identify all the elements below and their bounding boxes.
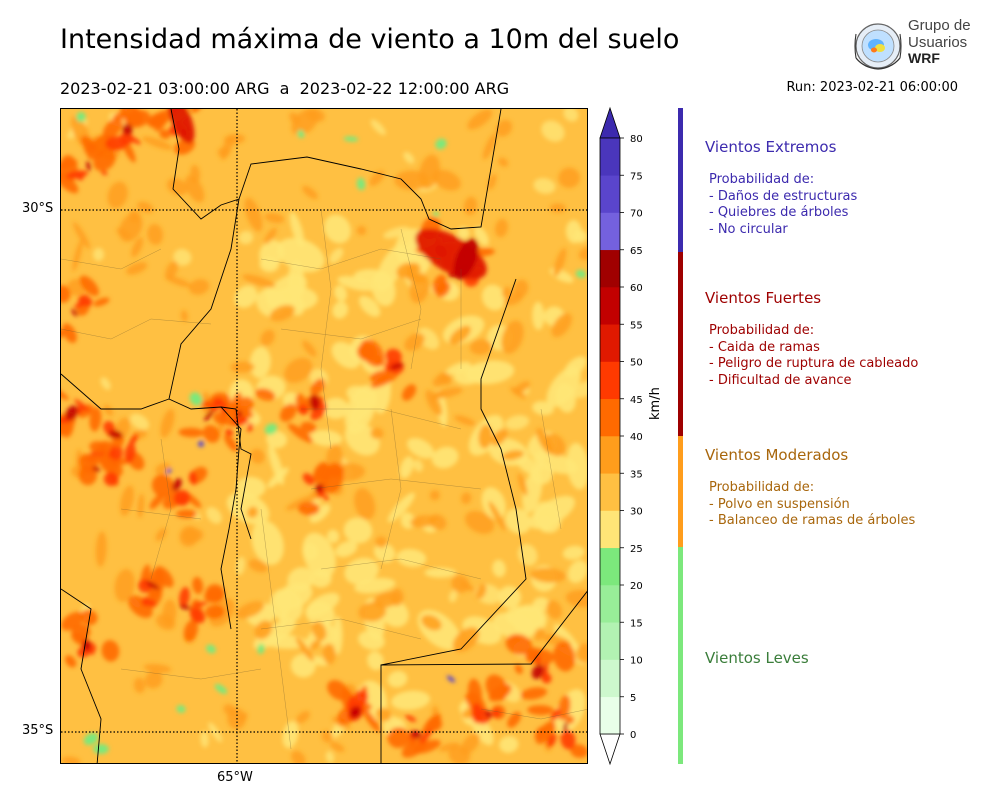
colorbar-tick-label: 80 xyxy=(630,134,643,145)
category-bar-leves xyxy=(678,547,683,764)
colorbar-tick-label: 60 xyxy=(630,283,643,294)
category-title-extremos: Vientos Extremos xyxy=(705,138,837,156)
province-borders xyxy=(61,109,587,763)
colorbar-tick-label: 30 xyxy=(630,507,643,518)
category-title-moderados: Vientos Moderados xyxy=(705,446,849,464)
colorbar-tick-label: 65 xyxy=(630,246,643,257)
logo-text-line2: Usuarios xyxy=(908,34,968,51)
run-time: Run: 2023-02-21 06:00:00 xyxy=(786,80,958,95)
colorbar-tick-label: 75 xyxy=(630,171,643,182)
colorbar-tick-label: 5 xyxy=(630,693,636,704)
colorbar-tick-label: 35 xyxy=(630,469,643,480)
category-item: - Daños de estructuras xyxy=(709,188,858,204)
colorbar-segment xyxy=(600,361,620,400)
colorbar-segment xyxy=(600,622,620,660)
colorbar-segment xyxy=(600,585,620,623)
category-title-leves: Vientos Leves xyxy=(705,649,809,667)
category-item: - Balanceo de ramas de árboles xyxy=(709,513,916,528)
colorbar-tick-label: 70 xyxy=(630,209,643,220)
colorbar-over-arrow xyxy=(599,106,621,139)
colorbar-segment xyxy=(600,547,620,586)
logo-text-line1: Grupo de xyxy=(908,17,971,34)
colorbar-segment xyxy=(600,138,620,176)
wrf-logo: Grupo de Usuarios WRF xyxy=(850,18,980,74)
lat-label-35s: 35°S xyxy=(22,723,54,738)
category-item: - Dificultad de avance xyxy=(709,372,852,388)
colorbar-segment xyxy=(600,287,620,325)
category-desc-title-moderados: Probabilidad de: xyxy=(709,480,815,495)
colorbar-segment xyxy=(600,175,620,213)
colorbar-segment xyxy=(600,436,620,474)
colorbar-tick-label: 50 xyxy=(630,358,643,369)
colorbar-segment xyxy=(600,696,620,735)
colorbar-segment xyxy=(600,398,620,437)
colorbar-segment xyxy=(600,510,620,549)
colorbar: 0 5 10 15 20 25 30 35 40 45 50 55 60 65 70 75 80 xyxy=(596,104,656,768)
colorbar-tick-label: 40 xyxy=(630,432,643,443)
colorbar-segment xyxy=(600,659,620,698)
colorbar-tick-label: 10 xyxy=(630,656,643,667)
category-bar-extremos xyxy=(678,108,683,252)
category-item: - Caida de ramas xyxy=(709,339,820,355)
page-title: Intensidad máxima de viento a 10m del su… xyxy=(60,24,680,55)
globe-icon xyxy=(854,23,902,70)
wind-map xyxy=(60,108,588,764)
colorbar-under-arrow xyxy=(599,733,621,766)
department-borders xyxy=(61,208,587,750)
colorbar-tick-label: 25 xyxy=(630,544,643,555)
category-bar-moderados xyxy=(678,436,683,547)
colorbar-segment xyxy=(600,324,620,362)
colorbar-segment xyxy=(600,212,620,251)
colorbar-tick-label: 55 xyxy=(630,320,643,331)
category-title-fuertes: Vientos Fuertes xyxy=(705,289,822,307)
colorbar-segment xyxy=(600,473,620,511)
category-item: - Peligro de ruptura de cableado xyxy=(709,356,919,371)
colorbar-segment xyxy=(600,249,620,288)
category-desc-title-extremos: Probabilidad de: xyxy=(709,172,815,187)
category-item: - Polvo en suspensión xyxy=(709,496,850,512)
forecast-period: 2023-02-21 03:00:00 ARG a 2023-02-22 12:… xyxy=(60,79,510,98)
colorbar-tick-label: 20 xyxy=(630,581,643,592)
category-item: - Quiebres de árboles xyxy=(709,205,849,220)
logo-text-line3: WRF xyxy=(908,50,940,66)
colorbar-tick-label: 15 xyxy=(630,618,643,629)
category-bar-fuertes xyxy=(678,252,683,436)
colorbar-tick-label: 45 xyxy=(630,395,643,406)
colorbar-unit: km/h xyxy=(648,387,663,420)
category-desc-title-fuertes: Probabilidad de: xyxy=(709,323,815,338)
lat-label-30s: 30°S xyxy=(22,201,54,216)
lon-label-65w: 65°W xyxy=(217,770,253,785)
colorbar-tick-label: 0 xyxy=(630,730,636,741)
category-item: - No circular xyxy=(709,221,788,237)
